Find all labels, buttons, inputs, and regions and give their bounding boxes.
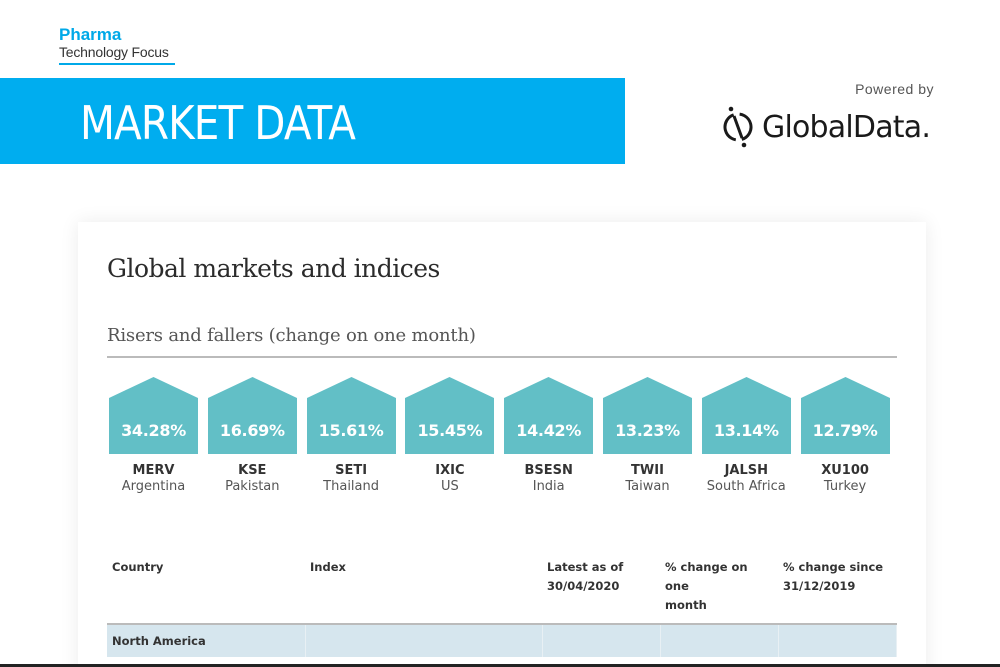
tile-percent: 16.69% <box>219 421 285 440</box>
tile-country: India <box>532 479 565 494</box>
header-country-label: Country <box>112 560 164 574</box>
heading-divider <box>107 356 897 358</box>
header-country: Country <box>107 552 305 625</box>
market-tile: 15.61% SETI Thailand <box>306 377 396 494</box>
tile-index-code: IXIC <box>435 463 465 478</box>
house-shape-icon: 13.23% <box>602 377 692 454</box>
region-label: North America <box>107 624 306 657</box>
tile-percent: 12.79% <box>812 421 878 440</box>
region-cell <box>305 624 543 657</box>
banner-title: MARKET DATA <box>80 96 356 150</box>
market-data-table: Country Index Latest as of 30/04/2020 % c… <box>107 552 897 667</box>
tile-percent: 15.61% <box>318 421 384 440</box>
powered-by-label: Powered by <box>855 81 934 97</box>
tile-country: Turkey <box>823 479 867 494</box>
globaldata-logo-text: GlobalData. <box>762 109 931 145</box>
tile-index-code: SETI <box>335 463 368 478</box>
region-cell <box>660 624 779 657</box>
tile-percent: 13.23% <box>615 421 680 440</box>
card-title: Global markets and indices <box>107 254 440 283</box>
globaldata-logo-icon <box>723 106 753 148</box>
market-tile: 16.69% KSE Pakistan <box>207 377 297 494</box>
house-shape-icon: 16.69% <box>207 377 297 454</box>
house-shape-icon: 14.42% <box>504 377 594 454</box>
brand-name: Pharma <box>59 25 122 44</box>
tile-index-code: TWII <box>631 463 664 478</box>
market-tile: 12.79% XU100 Turkey <box>800 377 890 494</box>
risers-fallers-heading: Risers and fallers (change on one month) <box>107 325 476 346</box>
market-data-banner: MARKET DATA <box>0 78 625 164</box>
region-cell <box>542 624 661 657</box>
header-month-line2: month <box>665 598 707 612</box>
header-latest-line2: 30/04/2020 <box>547 579 620 593</box>
region-cell <box>778 624 897 657</box>
tile-percent: 14.42% <box>516 421 582 440</box>
tile-index-code: KSE <box>238 463 267 478</box>
tile-index-code: XU100 <box>821 463 869 478</box>
globaldata-logo: GlobalData. <box>720 105 931 149</box>
tile-country: Taiwan <box>625 479 670 494</box>
tile-percent: 13.14% <box>713 421 779 440</box>
market-tile: 13.14% JALSH South Africa <box>701 377 791 494</box>
tile-percent: 15.45% <box>417 421 483 440</box>
tile-country: Argentina <box>121 479 186 494</box>
tile-country: Thailand <box>323 479 379 494</box>
house-shape-icon: 15.61% <box>306 377 396 454</box>
house-shape-icon: 12.79% <box>800 377 890 454</box>
header-month-line1: % change on one <box>665 560 748 593</box>
region-row: North America <box>107 624 897 657</box>
header-latest: Latest as of 30/04/2020 <box>542 552 660 625</box>
market-tile: 34.28% MERV Argentina <box>109 377 198 494</box>
market-tile: 14.42% BSESN India <box>504 377 594 494</box>
brand-logo: Pharma Technology Focus <box>59 26 175 65</box>
tile-index-code: JALSH <box>724 463 768 478</box>
header-index: Index <box>305 552 542 625</box>
house-shape-icon: 15.45% <box>405 377 495 454</box>
header-latest-line1: Latest as of <box>547 560 624 574</box>
tile-index-code: BSESN <box>524 463 573 478</box>
header-since-change: % change since 31/12/2019 <box>778 552 897 625</box>
header-since-line2: 31/12/2019 <box>783 579 856 593</box>
house-shape-icon: 13.14% <box>701 377 791 454</box>
house-shape-icon: 34.28% <box>109 377 198 454</box>
header-index-label: Index <box>310 560 346 574</box>
bottom-border <box>0 664 1000 667</box>
risers-tiles: 34.28% MERV Argentina 16.69% KSE Pakista… <box>109 377 899 494</box>
tile-index-code: MERV <box>132 463 175 478</box>
tile-country: Pakistan <box>225 479 280 494</box>
tile-country: South Africa <box>706 479 786 494</box>
brand-underline <box>59 63 175 65</box>
header-month-change: % change on one month <box>660 552 778 625</box>
table-header-row: Country Index Latest as of 30/04/2020 % c… <box>107 552 897 625</box>
market-tile: 13.23% TWII Taiwan <box>602 377 692 494</box>
tile-percent: 34.28% <box>121 421 186 440</box>
global-markets-card: Global markets and indices Risers and fa… <box>78 222 926 667</box>
market-tile: 15.45% IXIC US <box>405 377 495 494</box>
header-since-line1: % change since <box>783 560 884 574</box>
brand-subtitle: Technology Focus <box>59 44 169 60</box>
tile-country: US <box>441 479 459 494</box>
